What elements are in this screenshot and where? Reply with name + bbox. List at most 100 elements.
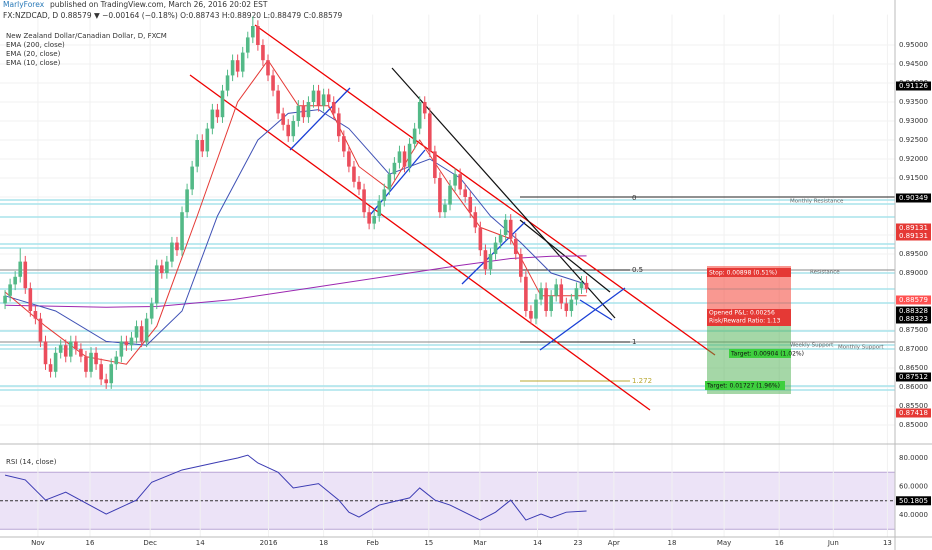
candle-body: [382, 189, 387, 201]
fib-label: 1: [632, 338, 636, 346]
legend-entry: EMA (20, close): [6, 50, 61, 58]
candle-body: [33, 311, 38, 319]
candle-body: [154, 265, 159, 304]
candle-body: [397, 151, 402, 163]
y-tick-label: 0.93000: [899, 117, 928, 125]
candle-body: [8, 284, 12, 296]
candle-body: [498, 235, 503, 243]
candle-body: [539, 288, 543, 300]
candle-body: [336, 113, 341, 137]
candle-body: [367, 212, 371, 224]
candle-body: [458, 174, 462, 190]
zone-label: Monthly Support: [838, 345, 884, 351]
x-tick-label: 14: [196, 539, 205, 547]
x-tick-label: 18: [668, 539, 677, 547]
zone-label: Weekly Support: [790, 343, 834, 349]
candle-body: [438, 178, 442, 213]
candle-body: [428, 113, 432, 152]
candle-body: [225, 75, 230, 91]
candle-body: [549, 295, 553, 311]
candle-body: [261, 45, 265, 61]
candle-body: [256, 26, 260, 45]
candle-body: [574, 288, 579, 300]
legend-entry: EMA (200, close): [6, 41, 65, 49]
y-tick-label: 0.91500: [899, 174, 928, 182]
candle-body: [311, 90, 316, 102]
y-tick-label: 0.86500: [899, 364, 928, 372]
candle-body: [513, 238, 518, 254]
y-tick-label: 0.87000: [899, 345, 928, 353]
x-tick-label: 16: [86, 539, 95, 547]
candle-body: [559, 284, 564, 304]
price-badge-label: 0.90349: [899, 194, 928, 202]
candle-body: [160, 265, 164, 273]
x-tick-label: Apr: [608, 539, 620, 547]
y-tick-label: 0.92500: [899, 136, 928, 144]
candle-body: [119, 341, 124, 357]
fib-label: 0.5: [632, 266, 643, 274]
fib-label: 0: [632, 194, 636, 202]
rr-text: Risk/Reward Ratio: 1.13: [709, 318, 781, 325]
y-tick-label: 0.89000: [899, 269, 928, 277]
candle-body: [316, 90, 321, 106]
candle-body: [104, 379, 108, 384]
candle-body: [402, 151, 407, 167]
candle-body: [165, 261, 169, 273]
author[interactable]: MarlyForex: [3, 0, 45, 9]
quote: FX:NZDCAD, D 0.88579 ▼ −0.00164 (−0.18%)…: [3, 11, 343, 20]
candle-body: [473, 212, 478, 228]
candle-body: [483, 250, 488, 270]
y-tick-label: 0.93500: [899, 98, 928, 106]
candle-body: [230, 60, 235, 76]
candle-body: [185, 189, 189, 213]
x-tick-label: 13: [883, 539, 892, 547]
candle-body: [508, 219, 513, 239]
flag-line: [289, 87, 351, 151]
x-tick-label: Jun: [827, 539, 839, 547]
candle-body: [276, 90, 280, 114]
rsi-tick-label: 40.0000: [899, 511, 928, 519]
candle-body: [422, 102, 427, 114]
price-badge: [896, 372, 931, 382]
candle-body: [28, 288, 33, 311]
chart-title: New Zealand Dollar/Canadian Dollar, D, F…: [6, 32, 167, 40]
price-badge: [896, 314, 931, 324]
candle-body: [220, 90, 225, 118]
x-tick-label: 2016: [260, 539, 278, 547]
candle-body: [84, 356, 88, 372]
candle-body: [200, 140, 205, 152]
price-badge-label: 0.88328: [899, 307, 928, 315]
zone-label: Resistance: [810, 270, 840, 276]
price-badge-label: 0.88579: [899, 296, 928, 304]
target-text: Target: 0.01727 (1.96%): [706, 383, 780, 390]
price-badge-label: 0.87512: [899, 373, 928, 381]
y-tick-label: 0.85000: [899, 421, 928, 429]
price-badge-label: 0.88323: [899, 315, 928, 323]
x-tick-label: Mar: [473, 539, 486, 547]
candle-body: [357, 181, 361, 190]
candle-body: [326, 94, 331, 102]
candle-body: [245, 37, 250, 53]
candle-body: [180, 212, 184, 251]
candle-body: [13, 276, 17, 285]
candle-body: [488, 254, 493, 270]
candle-body: [109, 364, 114, 384]
candle-body: [524, 276, 528, 311]
grid: [0, 14, 895, 537]
rsi-badge: [896, 496, 931, 506]
candle-body: [94, 352, 98, 365]
price-axis: [895, 0, 932, 550]
candle-body: [453, 174, 457, 186]
candle-body: [443, 204, 447, 213]
candle-body: [38, 318, 43, 342]
candle-body: [89, 352, 93, 372]
candle-body: [79, 349, 83, 357]
candle-body: [584, 282, 589, 289]
stop-text: Stop: 0.00898 (0.51%): [709, 270, 777, 277]
candle-body: [149, 303, 154, 319]
x-tick-label: Nov: [31, 539, 45, 547]
candle-body: [554, 284, 559, 296]
candle-body: [58, 345, 63, 353]
candle-body: [468, 197, 473, 213]
